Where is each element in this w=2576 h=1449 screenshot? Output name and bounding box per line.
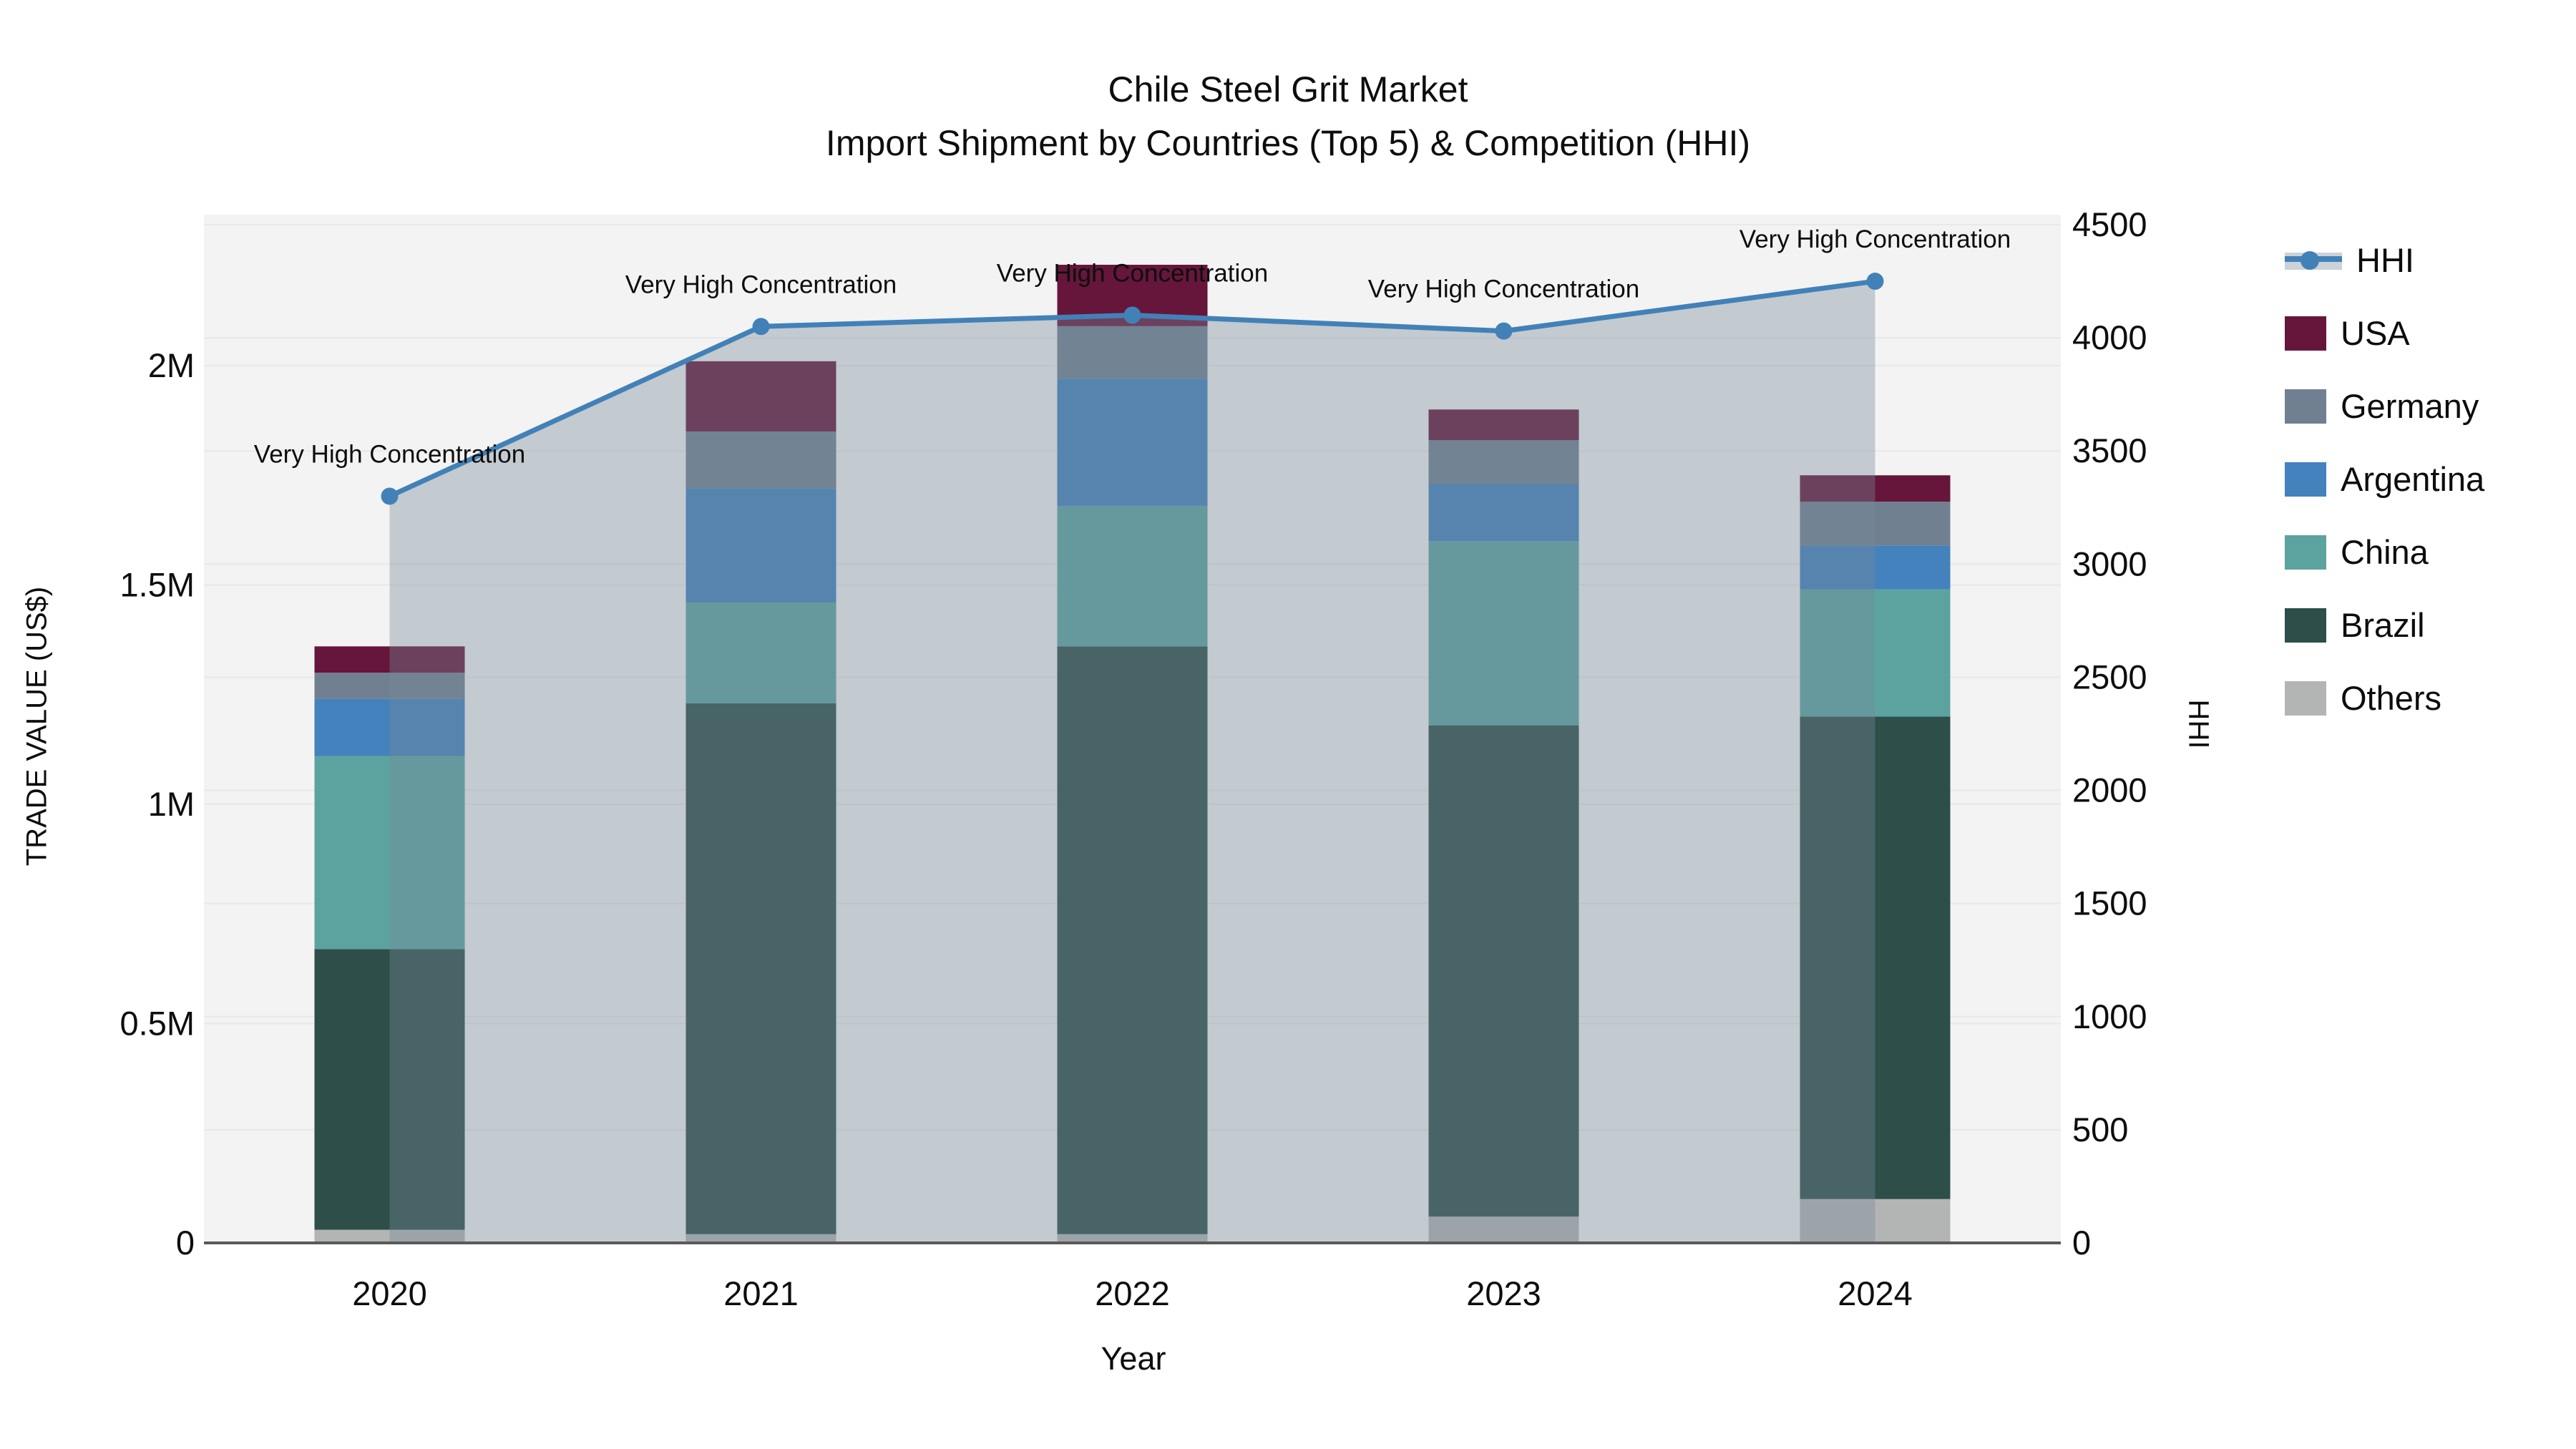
chart-title-line1: Chile Steel Grit Market (1108, 69, 1468, 109)
legend-swatch-germany (2285, 389, 2326, 424)
hhi-marker-2023[interactable] (1495, 322, 1513, 340)
legend-label-hhi: HHI (2356, 241, 2414, 279)
bar-segment-argentina-2023[interactable] (1428, 484, 1579, 542)
bar-segment-others-2020[interactable] (314, 1229, 465, 1243)
hhi-marker-2020[interactable] (381, 487, 399, 505)
bar-segment-brazil-2021[interactable] (686, 703, 836, 1234)
legend-line-sample-icon (2285, 243, 2342, 278)
legend: HHI USA Germany Argentina China Brazil Others (2285, 240, 2484, 718)
y-right-tick-4500: 4500 (2072, 205, 2147, 243)
bar-segment-others-2021[interactable] (686, 1234, 836, 1243)
bar-segment-argentina-2022[interactable] (1057, 379, 1208, 507)
y-left-tick-2M: 2M (148, 346, 195, 384)
bar-segment-china-2023[interactable] (1428, 541, 1579, 726)
bar-segment-others-2024[interactable] (1800, 1199, 1951, 1243)
legend-item-others[interactable]: Others (2285, 678, 2484, 718)
bar-segment-brazil-2023[interactable] (1428, 725, 1579, 1217)
y-right-tick-3000: 3000 (2072, 545, 2147, 582)
chart-title-line2: Import Shipment by Countries (Top 5) & C… (825, 123, 1751, 163)
legend-swatch-china (2285, 535, 2326, 570)
legend-item-argentina[interactable]: Argentina (2285, 459, 2484, 499)
y-right-tick-500: 500 (2072, 1111, 2128, 1148)
x-axis-title: Year (1101, 1340, 1166, 1377)
y-left-tick-0.5M: 0.5M (120, 1005, 195, 1043)
bar-segment-usa-2021[interactable] (686, 361, 836, 431)
annotation-2020: Very High Concentration (254, 440, 525, 468)
annotation-2021: Very High Concentration (625, 270, 897, 298)
legend-label-argentina: Argentina (2341, 460, 2485, 498)
y-left-tick-1.5M: 1.5M (120, 566, 195, 604)
hhi-area-fill (389, 281, 1875, 1243)
annotation-2024: Very High Concentration (1740, 225, 2011, 253)
legend-item-hhi[interactable]: HHI (2285, 240, 2484, 280)
legend-label-brazil: Brazil (2341, 606, 2425, 644)
bar-segment-germany-2020[interactable] (314, 673, 465, 699)
bar-segment-argentina-2024[interactable] (1800, 545, 1951, 590)
bar-segment-china-2021[interactable] (686, 602, 836, 704)
y-left-tick-0: 0 (176, 1224, 195, 1262)
y-right-tick-1000: 1000 (2072, 997, 2147, 1035)
legend-label-china: China (2341, 533, 2429, 571)
bar-segment-germany-2021[interactable] (686, 431, 836, 489)
y-right-tick-2000: 2000 (2072, 771, 2147, 809)
legend-item-china[interactable]: China (2285, 532, 2484, 572)
legend-label-others: Others (2341, 679, 2442, 717)
bar-segment-china-2020[interactable] (314, 756, 465, 950)
x-tick-2021: 2021 (723, 1274, 799, 1312)
y-right-tick-0: 0 (2072, 1224, 2091, 1262)
y-right-tick-4000: 4000 (2072, 318, 2147, 356)
y-right-tick-1500: 1500 (2072, 884, 2147, 922)
legend-label-usa: USA (2341, 314, 2410, 352)
annotation-2023: Very High Concentration (1368, 275, 1639, 303)
bar-segment-brazil-2020[interactable] (314, 949, 465, 1230)
bar-segment-usa-2023[interactable] (1428, 409, 1579, 441)
bar-segment-argentina-2020[interactable] (314, 698, 465, 756)
bar-segment-germany-2023[interactable] (1428, 440, 1579, 484)
y-left-tick-1M: 1M (148, 785, 195, 823)
x-tick-2023: 2023 (1466, 1274, 1541, 1312)
hhi-marker-2021[interactable] (752, 318, 770, 336)
legend-item-brazil[interactable]: Brazil (2285, 605, 2484, 645)
hhi-marker-2022[interactable] (1123, 306, 1141, 324)
legend-swatch-argentina (2285, 462, 2326, 497)
bar-segment-germany-2024[interactable] (1800, 502, 1951, 546)
x-tick-2022: 2022 (1095, 1274, 1170, 1312)
legend-label-germany: Germany (2341, 387, 2479, 425)
hhi-marker-2024[interactable] (1866, 273, 1884, 291)
bar-segment-others-2023[interactable] (1428, 1216, 1579, 1243)
bar-segment-brazil-2024[interactable] (1800, 716, 1951, 1199)
bar-segment-germany-2022[interactable] (1057, 326, 1208, 379)
bar-segment-brazil-2022[interactable] (1057, 646, 1208, 1234)
bar-segment-argentina-2021[interactable] (686, 488, 836, 603)
legend-swatch-brazil (2285, 608, 2326, 643)
y-axis-right-title: HHI (2182, 699, 2215, 749)
y-right-tick-2500: 2500 (2072, 658, 2147, 696)
chart-title: Chile Steel Grit Market Import Shipment … (0, 63, 2576, 170)
legend-swatch-usa (2285, 316, 2326, 351)
x-tick-2024: 2024 (1838, 1274, 1913, 1312)
bar-segment-china-2024[interactable] (1800, 589, 1951, 717)
y-right-tick-3500: 3500 (2072, 431, 2147, 469)
x-tick-2020: 2020 (352, 1274, 427, 1312)
legend-item-germany[interactable]: Germany (2285, 386, 2484, 426)
legend-swatch-others (2285, 680, 2326, 716)
legend-item-usa[interactable]: USA (2285, 313, 2484, 353)
legend-line-part (2301, 250, 2319, 270)
bar-segment-china-2022[interactable] (1057, 506, 1208, 647)
y-axis-left-title: TRADE VALUE (US$) (21, 586, 53, 867)
annotation-2022: Very High Concentration (997, 259, 1268, 287)
bar-segment-usa-2020[interactable] (314, 646, 465, 673)
bar-segment-others-2022[interactable] (1057, 1234, 1208, 1243)
bar-segment-usa-2024[interactable] (1800, 475, 1951, 502)
